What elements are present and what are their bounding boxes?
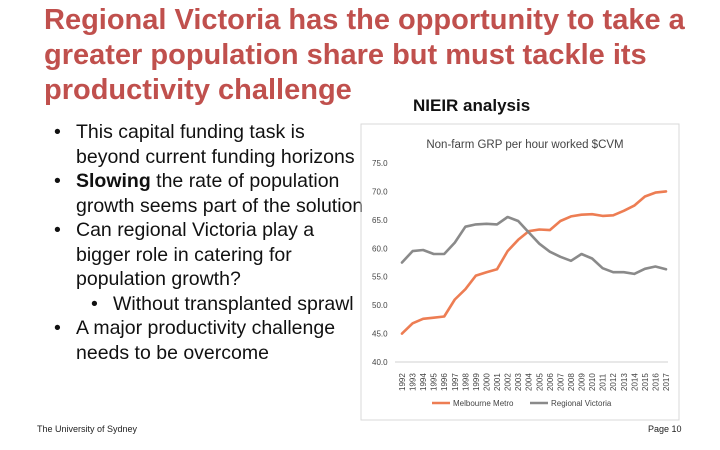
series-line <box>400 190 668 335</box>
x-axis-ticks: 1992 1993 1994 1995 1996 1997 1998 1999 2000 2001… <box>398 373 671 391</box>
chart-frame <box>360 123 680 421</box>
bullet-text: A major productivity challenge needs to … <box>76 317 336 364</box>
bullet-item: This capital funding task is beyond curr… <box>50 120 370 169</box>
series-lines <box>400 190 668 335</box>
y-tick-label: 65.0 <box>372 216 388 225</box>
y-tick-label: 40.0 <box>372 358 388 367</box>
x-tick-label: 1996 <box>440 373 449 391</box>
x-tick-label: 2010 <box>588 373 597 391</box>
x-tick-label: 1998 <box>461 373 470 391</box>
legend-label: Regional Victoria <box>551 399 612 408</box>
slide-title: Regional Victoria has the opportunity to… <box>44 4 685 106</box>
x-tick-label: 2017 <box>662 373 671 391</box>
x-tick-label: 2002 <box>504 373 513 391</box>
x-tick-label: 1995 <box>430 373 439 391</box>
y-tick-label: 45.0 <box>372 330 388 339</box>
y-tick-label: 70.0 <box>372 187 388 196</box>
footer-page-number: Page 10 <box>648 424 682 434</box>
footer-university: The University of Sydney <box>37 424 138 434</box>
x-tick-label: 2016 <box>651 373 660 391</box>
y-axis-ticks: 75.0 70.0 65.0 60.0 55.0 50.0 45.0 40.0 <box>372 159 388 367</box>
chart-legend: Melbourne Metro Regional Victoria <box>432 399 612 408</box>
x-tick-label: 1997 <box>451 373 460 391</box>
bullet-text: Without transplanted sprawl <box>113 292 354 315</box>
slide-subtitle: NIEIR analysis <box>413 96 531 115</box>
x-tick-label: 2006 <box>546 373 555 391</box>
y-tick-label: 55.0 <box>372 273 388 282</box>
x-tick-label: 2009 <box>578 373 587 391</box>
x-tick-label: 2001 <box>493 373 502 391</box>
x-tick-label: 1992 <box>398 373 407 391</box>
bullet-item: A major productivity challenge needs to … <box>50 316 370 365</box>
x-tick-label: 2005 <box>535 373 544 391</box>
x-tick-label: 1994 <box>419 373 428 391</box>
series-line <box>400 215 668 276</box>
x-tick-label: 2012 <box>609 373 618 391</box>
y-tick-label: 60.0 <box>372 244 388 253</box>
x-tick-label: 2004 <box>525 373 534 391</box>
bullet-item: Can regional Victoria play a bigger role… <box>50 218 370 292</box>
y-tick-label: 75.0 <box>372 159 388 168</box>
bullet-text: the rate of population growth seems part… <box>76 170 364 217</box>
bullet-text: Can regional Victoria play a bigger role… <box>76 219 315 290</box>
x-tick-label: 2014 <box>630 373 639 391</box>
x-tick-label: 1993 <box>409 373 418 391</box>
x-tick-label: 2008 <box>567 373 576 391</box>
legend-label: Melbourne Metro <box>453 399 514 408</box>
x-tick-label: 1999 <box>472 373 481 391</box>
chart-title: Non-farm GRP per hour worked $CVM <box>426 139 623 151</box>
bullet-item: Slowing the rate of population growth se… <box>50 169 370 218</box>
bullet-text: This capital funding task is beyond curr… <box>76 121 355 168</box>
y-tick-label: 50.0 <box>372 301 388 310</box>
bullet-list: This capital funding task is beyond curr… <box>50 120 370 365</box>
x-tick-label: 2000 <box>482 373 491 391</box>
x-tick-label: 2003 <box>514 373 523 391</box>
sub-bullet-item: Without transplanted sprawl <box>50 292 370 317</box>
x-tick-label: 2007 <box>556 373 565 391</box>
x-tick-label: 2011 <box>599 373 608 391</box>
bullet-emphasis: Slowing <box>76 170 151 192</box>
x-tick-label: 2013 <box>620 373 629 391</box>
x-tick-label: 2015 <box>641 373 650 391</box>
